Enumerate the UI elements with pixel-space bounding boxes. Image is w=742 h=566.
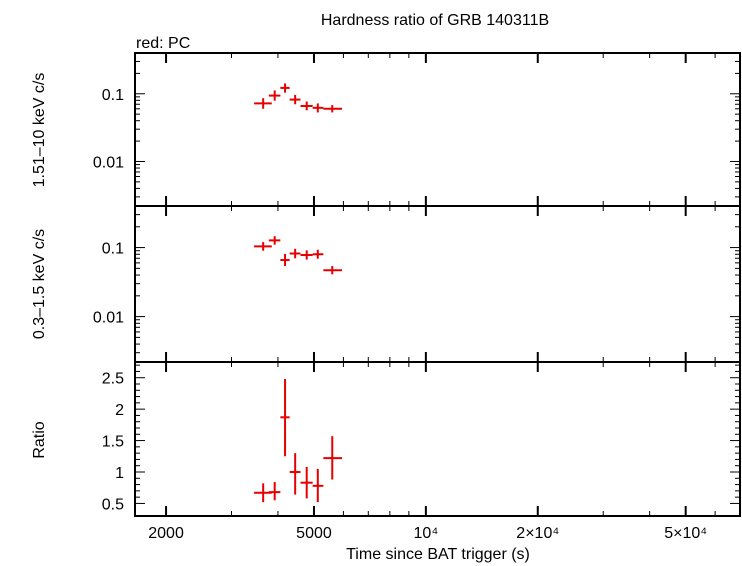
data-point [312, 468, 324, 503]
data-point [323, 105, 343, 113]
data-point [268, 236, 281, 245]
y-tick-label: 1.5 [102, 434, 124, 451]
data-point [268, 90, 281, 101]
x-axis-label: Time since BAT trigger (s) [346, 546, 530, 563]
y-tick-label: 0.1 [102, 241, 124, 258]
y-axis-label: Ratio [31, 421, 48, 458]
data-point [300, 250, 313, 260]
data-point [323, 436, 343, 480]
data-point [312, 103, 324, 113]
panel-frame [134, 52, 741, 207]
x-tick-label: 2×10⁴ [516, 525, 559, 542]
y-tick-label: 2.5 [102, 371, 124, 388]
data-point [289, 248, 301, 259]
x-tick-label: 10⁴ [414, 525, 439, 542]
data-point [280, 253, 290, 267]
y-tick-label: 0.5 [102, 496, 124, 513]
data-point [280, 378, 290, 457]
y-tick-label: 1 [115, 465, 124, 482]
data-point [254, 242, 272, 251]
panel-hard: 0.1 0.01 1.51–10 keV c/s [31, 52, 741, 207]
panel-soft: 0.1 0.01 0.3–1.5 keV c/s [31, 205, 741, 363]
panels-group: 0.1 0.01 1.51–10 keV c/s 0.1 0.01 0.3–1.5 keV… [31, 52, 741, 542]
data-point [300, 466, 313, 499]
chart-title: Hardness ratio of GRB 140311B [321, 12, 549, 29]
panel-frame [134, 205, 741, 363]
data-point [280, 83, 290, 93]
x-tick-label: 5×10⁴ [664, 525, 707, 542]
y-axis-label: 1.51–10 keV c/s [31, 73, 48, 188]
data-point [254, 98, 272, 109]
y-axis-label: 0.3–1.5 keV c/s [31, 229, 48, 339]
data-point [289, 94, 301, 105]
y-tick-label: 0.01 [93, 310, 124, 327]
y-tick-label: 0.1 [102, 87, 124, 104]
y-tick-label: 2 [115, 402, 124, 419]
data-point [268, 482, 281, 501]
data-point [312, 249, 324, 259]
data-point [289, 453, 301, 495]
x-tick-label: 5000 [296, 525, 332, 542]
y-tick-label: 0.01 [93, 154, 124, 171]
data-point [300, 101, 313, 111]
chart-subtitle: red: PC [136, 35, 190, 52]
x-tick-label: 2000 [148, 525, 184, 542]
panel-frame [134, 361, 741, 517]
panel-ratio: 0.5 1 1.5 2 2.5 Ratio [31, 361, 741, 517]
data-point [323, 266, 343, 275]
